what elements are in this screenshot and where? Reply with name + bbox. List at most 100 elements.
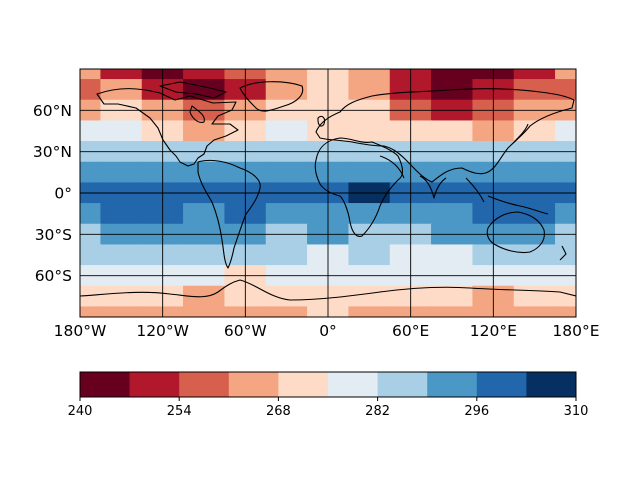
x-tick-label: 180°W xyxy=(54,322,107,340)
field-cell xyxy=(265,120,309,143)
colorbar-tick-label: 268 xyxy=(266,404,291,419)
colorbar-swatch xyxy=(179,372,230,397)
y-tick-label: 30°S xyxy=(35,226,72,244)
field-cell xyxy=(265,203,309,225)
colorbar-tick-label: 254 xyxy=(167,404,192,419)
x-tick-label: 120°W xyxy=(136,322,189,340)
field-cell xyxy=(513,69,557,81)
field-cell xyxy=(80,69,102,81)
x-tick-label: 180°E xyxy=(552,322,599,340)
field-cell xyxy=(265,161,309,184)
field-cell xyxy=(348,306,391,317)
field-cell xyxy=(555,120,576,143)
field-cell xyxy=(348,285,391,308)
field-cell xyxy=(348,203,391,225)
x-tick-label: 60°E xyxy=(392,322,429,340)
field-cell xyxy=(513,306,557,317)
y-tick-label: 0° xyxy=(54,185,72,203)
field-cell xyxy=(100,69,143,81)
coastline-canadian-islands xyxy=(159,81,227,99)
colorbar-swatch xyxy=(129,372,180,397)
y-axis-ticks: 60°N 30°N 0° 30°S 60°S xyxy=(33,102,72,285)
field-cell xyxy=(555,203,576,225)
coastline-antarctica xyxy=(80,279,576,301)
field-cell xyxy=(431,306,474,317)
field-cell xyxy=(100,79,143,101)
field-cell xyxy=(431,161,474,184)
field-cell xyxy=(555,306,576,317)
field-cell xyxy=(555,69,576,81)
colorbar-tick-label: 282 xyxy=(365,404,390,419)
field-cell xyxy=(513,285,557,308)
field-cell xyxy=(431,285,474,308)
coastline-arabia-india xyxy=(379,155,447,199)
colorbar-ticks: 240 254 268 282 296 310 xyxy=(68,397,589,419)
coastline-southeast-asia xyxy=(465,177,549,215)
field-cell xyxy=(348,244,391,267)
coastlines xyxy=(80,81,576,301)
map-frame xyxy=(79,68,577,318)
y-tick-label: 30°N xyxy=(33,143,72,161)
field-cell xyxy=(183,306,226,317)
x-tick-label: 120°E xyxy=(470,322,517,340)
colorbar-swatch xyxy=(377,372,428,397)
field-cell xyxy=(348,69,391,81)
field-cell xyxy=(513,244,557,267)
field-cell xyxy=(513,120,557,143)
field-cell xyxy=(265,244,309,267)
x-tick-label: 60°W xyxy=(224,322,267,340)
field-cell xyxy=(555,285,576,308)
field-cell xyxy=(555,161,576,184)
field-cell xyxy=(100,244,143,267)
field-cell xyxy=(80,161,102,184)
coastline-australia xyxy=(486,211,545,254)
field-cell xyxy=(100,203,143,225)
field-cell xyxy=(431,244,474,267)
colorbar-swatch xyxy=(328,372,379,397)
field-cell xyxy=(431,120,474,143)
field-cell xyxy=(348,161,391,184)
colorbar-swatch xyxy=(526,372,577,397)
field-cell xyxy=(265,306,309,317)
field-cell xyxy=(431,203,474,225)
x-axis-ticks: 180°W 120°W 60°W 0° 60°E 120°E 180°E xyxy=(54,322,600,340)
field-cell xyxy=(183,69,226,81)
coastline-hudson-bay xyxy=(189,105,205,123)
coastline-greenland xyxy=(239,81,304,112)
field-cell xyxy=(80,306,102,317)
field-cell xyxy=(555,244,576,267)
y-tick-label: 60°S xyxy=(35,267,72,285)
colorbar-frame xyxy=(79,371,577,398)
colorbar: 240 254 268 282 296 310 xyxy=(68,371,589,419)
field-cell xyxy=(183,244,226,267)
colorbar-swatch xyxy=(228,372,279,397)
coastline-japan xyxy=(513,123,529,143)
coastline-new-zealand xyxy=(559,245,567,261)
field-cell xyxy=(100,306,143,317)
field-cell xyxy=(348,79,391,101)
field-cell xyxy=(348,120,391,143)
field-cell xyxy=(100,161,143,184)
field-cell xyxy=(80,120,102,143)
field-cell xyxy=(265,69,309,81)
field-cell xyxy=(80,244,102,267)
gridlines xyxy=(80,69,576,317)
colorbar-swatches xyxy=(80,372,577,397)
colorbar-tick-label: 240 xyxy=(68,404,93,419)
y-tick-label: 60°N xyxy=(33,102,72,120)
field-cell xyxy=(431,69,474,81)
field-cell xyxy=(100,285,143,308)
coastline-britain xyxy=(317,115,326,127)
colorbar-tick-label: 296 xyxy=(464,404,489,419)
colorbar-tick-label: 310 xyxy=(564,404,589,419)
map-panel: 180°W 120°W 60°W 0° 60°E 120°E 180°E 60°N 30°N 0… xyxy=(33,68,600,340)
field-cell xyxy=(80,285,102,308)
colorbar-swatch xyxy=(476,372,527,397)
field-cell xyxy=(80,79,102,101)
colorbar-swatch xyxy=(427,372,478,397)
colorbar-swatch xyxy=(278,372,329,397)
coastline-africa-eurasia xyxy=(314,137,404,237)
field-cell xyxy=(513,161,557,184)
field-cell xyxy=(265,285,309,308)
